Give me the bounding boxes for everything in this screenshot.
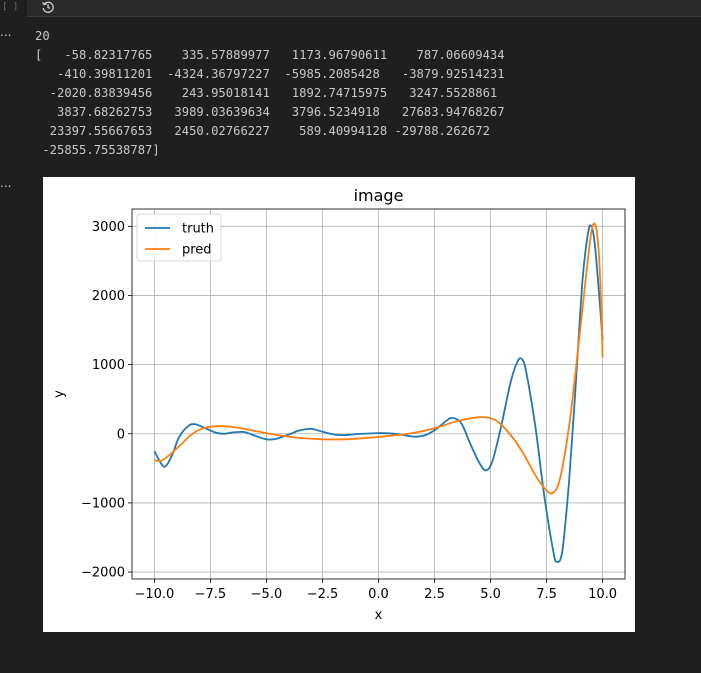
x-tick-label: 5.0 <box>480 587 501 602</box>
printed-output: 20 [ -58.82317765 335.57889977 1173.9679… <box>35 27 505 160</box>
legend-label-truth: truth <box>182 222 214 237</box>
x-tick-label: −2.5 <box>307 587 339 602</box>
history-icon[interactable] <box>41 0 55 14</box>
x-tick-label: −7.5 <box>195 587 227 602</box>
output-more-menu[interactable]: ... <box>0 25 12 39</box>
plot-more-menu[interactable]: ... <box>0 176 12 190</box>
cell-history-bar <box>27 0 701 17</box>
x-tick-label: −5.0 <box>251 587 283 602</box>
y-tick-label: 1000 <box>92 358 125 373</box>
y-tick-label: 3000 <box>92 220 125 235</box>
array-line: -25855.75538787] <box>35 143 160 157</box>
chart-title: image <box>354 186 404 205</box>
execution-count: [ ] <box>2 2 19 12</box>
x-tick-label: 7.5 <box>536 587 557 602</box>
x-tick-label: 2.5 <box>424 587 445 602</box>
y-tick-label: −1000 <box>81 496 125 511</box>
series-line-pred <box>154 222 604 495</box>
array-line: [ -58.82317765 335.57889977 1173.9679061… <box>35 48 505 62</box>
x-tick-label: 10.0 <box>588 587 617 602</box>
x-axis-label: x <box>375 608 383 623</box>
array-line: 3837.68262753 3989.03639634 3796.5234918… <box>35 105 505 119</box>
y-tick-label: −2000 <box>81 566 125 581</box>
y-tick-label: 0 <box>117 427 125 442</box>
plot-area-frame <box>131 208 626 580</box>
x-tick-label: −10.0 <box>134 587 174 602</box>
y-tick-label: 2000 <box>92 289 125 304</box>
series-line-truth <box>153 224 604 563</box>
legend-label-pred: pred <box>182 243 212 258</box>
array-line: 23397.55667653 2450.02766227 589.4099412… <box>35 124 490 138</box>
plot-output: −10.0 −7.5 −5.0 −2.5 0.0 2.5 5.0 7.5 10.0 −2000 −1… <box>43 177 635 632</box>
array-line: -2020.83839456 243.95018141 1892.7471597… <box>35 86 498 100</box>
array-line: -410.39811201 -4324.36797227 -5985.20854… <box>35 67 505 81</box>
x-tick-label: 0.0 <box>368 587 389 602</box>
printed-scalar: 20 <box>35 29 50 43</box>
y-axis-label: y <box>52 390 67 398</box>
line-chart: −10.0 −7.5 −5.0 −2.5 0.0 2.5 5.0 7.5 10.0 −2000 −1… <box>52 186 626 623</box>
code-cell-toolbar: [ ] <box>0 0 701 17</box>
